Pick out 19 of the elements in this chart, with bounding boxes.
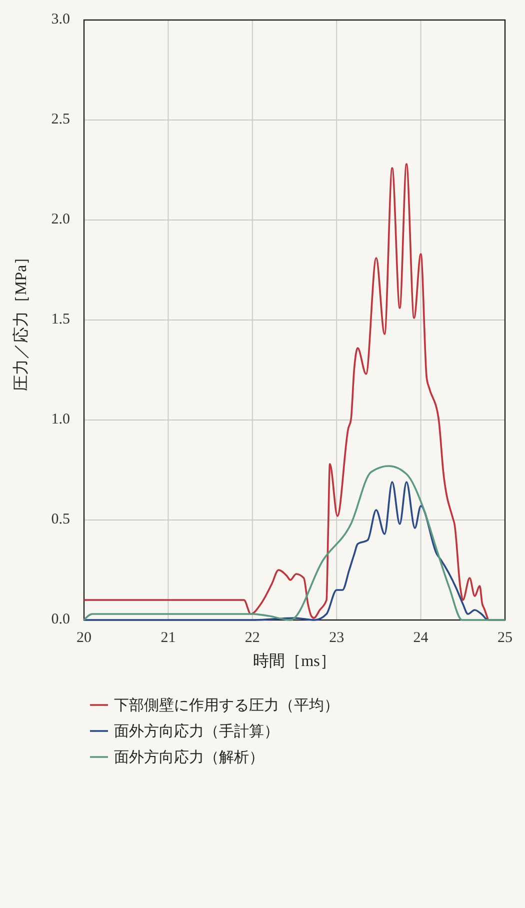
y-tick-label: 1.5 [51,311,70,328]
x-tick-label: 21 [160,630,176,646]
y-tick-label: 0.5 [51,511,70,528]
legend-label: 面外方向応力（解析） [114,749,264,766]
x-tick-label: 22 [244,630,260,646]
y-tick-label: 3.0 [51,11,70,28]
y-tick-label: 2.5 [51,111,70,128]
legend-label: 面外方向応力（手計算） [114,723,279,740]
y-axis-title: 圧力／応力［MPa］ [12,248,30,392]
y-tick-label: 1.0 [51,411,70,428]
x-tick-label: 24 [413,630,429,646]
x-tick-label: 25 [498,630,512,646]
y-tick-label: 2.0 [51,211,70,228]
x-tick-label: 23 [329,630,344,646]
x-tick-label: 20 [76,630,92,646]
y-tick-label: 0.0 [51,611,70,628]
legend-label: 下部側壁に作用する圧力（平均） [114,697,339,714]
line-series [83,163,490,621]
x-axis-title: 時間［ms］ [253,652,336,670]
